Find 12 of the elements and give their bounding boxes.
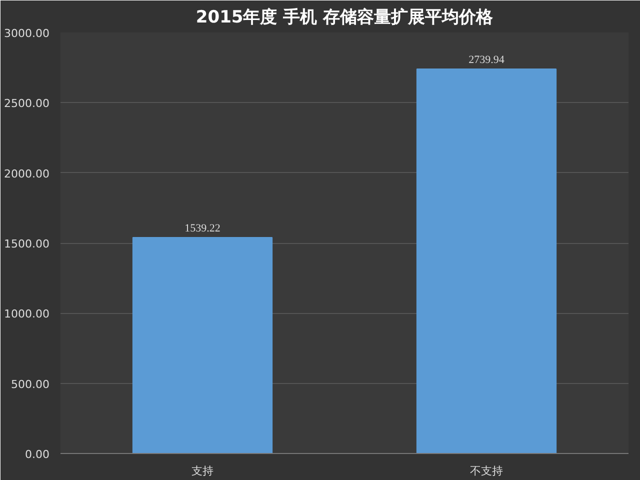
chart-title: 2015年度 手机 存储容量扩展平均价格 <box>196 8 494 28</box>
data-label: 2739.94 <box>468 54 505 66</box>
y-tick-label: 1500.00 <box>4 238 50 250</box>
y-tick-label: 500.00 <box>11 378 50 391</box>
x-tick-label: 支持 <box>192 464 214 478</box>
y-tick-label: 2500.00 <box>4 97 50 110</box>
y-tick-label: 0.00 <box>25 448 50 461</box>
data-label: 1539.22 <box>184 222 220 234</box>
y-tick-label: 2000.00 <box>4 167 50 180</box>
x-tick-label: 不支持 <box>470 464 503 478</box>
y-tick-label: 3000.00 <box>4 27 50 40</box>
y-tick-label: 1000.00 <box>4 308 50 321</box>
